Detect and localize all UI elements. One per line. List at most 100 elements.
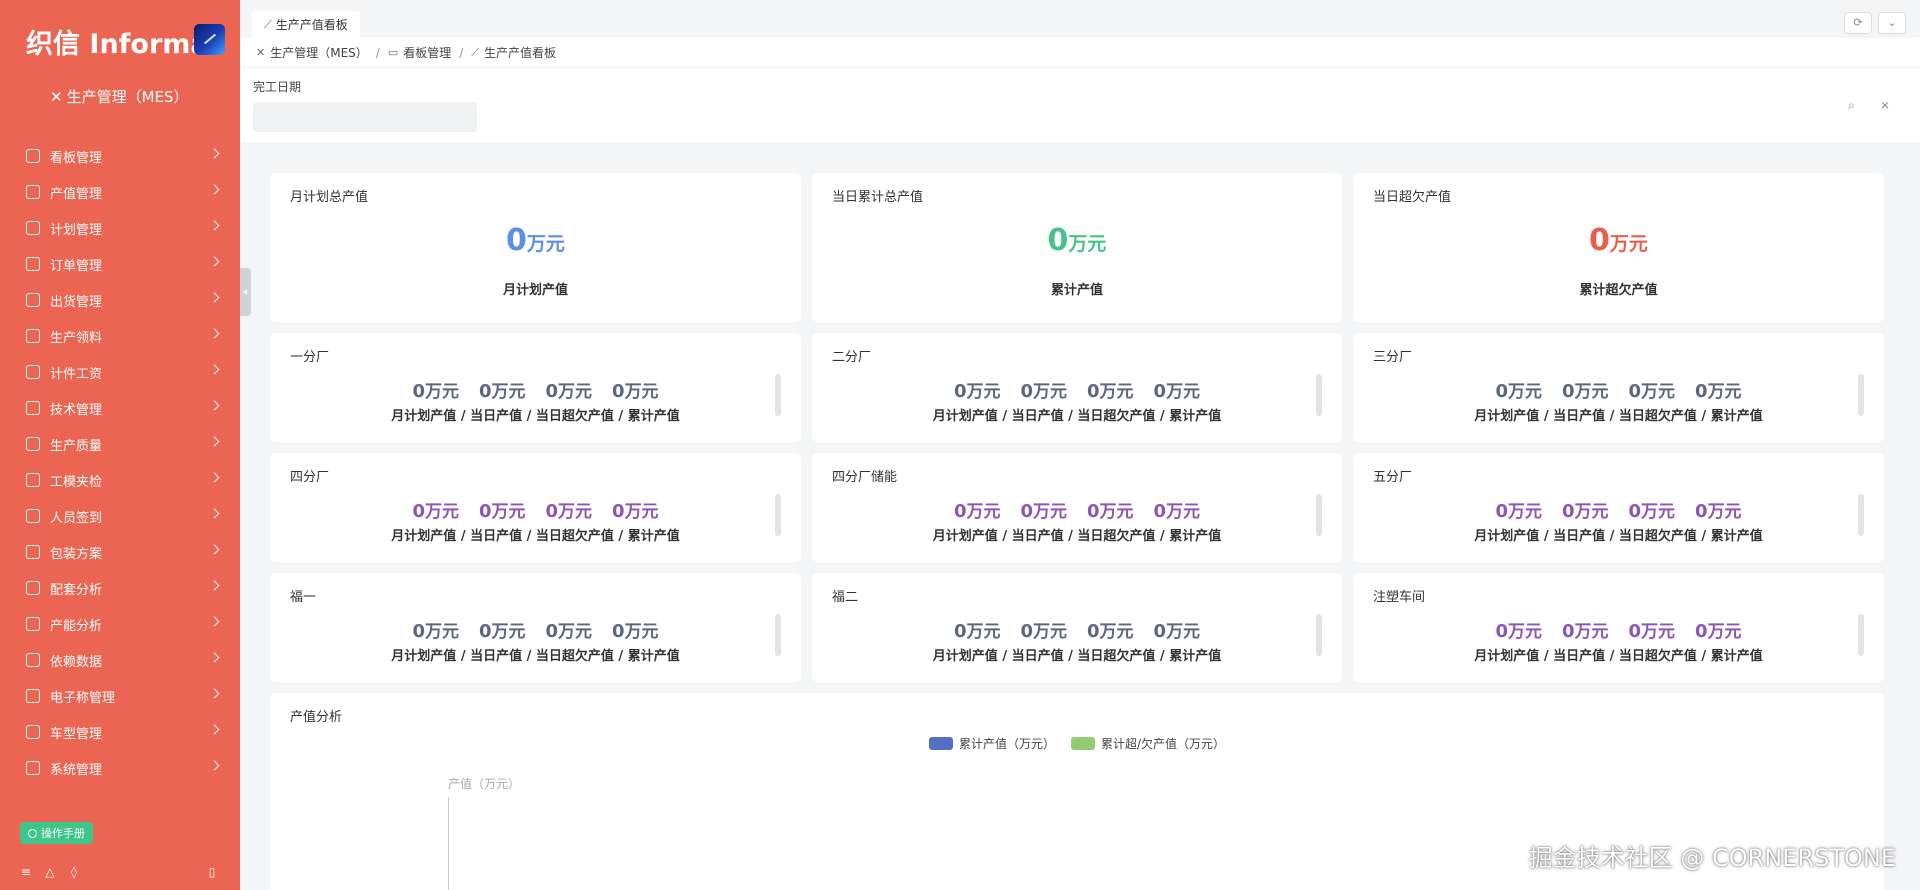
search-icon[interactable]: ⌕ bbox=[1848, 98, 1855, 112]
card-scrollbar[interactable] bbox=[775, 374, 781, 416]
sidebar-item[interactable]: 技术管理 bbox=[0, 390, 240, 426]
refresh-button[interactable]: ⟳ bbox=[1844, 12, 1872, 34]
sidebar-item[interactable]: 电子称管理 bbox=[0, 678, 240, 714]
legend-swatch bbox=[1070, 737, 1095, 750]
card-scrollbar[interactable] bbox=[1858, 494, 1864, 536]
sidebar-item[interactable]: 计件工资 bbox=[0, 354, 240, 390]
sidebar-item-label: 人员签到 bbox=[50, 510, 103, 526]
factory-value: 0万元 bbox=[1561, 501, 1609, 522]
summary-value: 0万元 bbox=[506, 223, 565, 258]
sidebar-item[interactable]: 系统管理 bbox=[0, 750, 240, 786]
sidebar-item-label: 电子称管理 bbox=[50, 690, 116, 706]
factory-value: 0万元 bbox=[953, 501, 1001, 522]
factory-value: 0万元 bbox=[953, 621, 1001, 642]
factory-value: 0万元 bbox=[545, 621, 593, 642]
factory-value: 0万元 bbox=[612, 501, 659, 522]
factory-value: 0万元 bbox=[1561, 381, 1609, 402]
factory-value: 0万元 bbox=[1495, 501, 1542, 522]
factory-value: 0万元 bbox=[1495, 381, 1542, 402]
menu-item-icon bbox=[26, 509, 40, 523]
sidebar: 织信 Informat ✕ 生产管理（MES） 看板管理 产值管理 计划管理 订单管理出… bbox=[0, 0, 240, 890]
sidebar-item[interactable]: 订单管理 bbox=[0, 246, 240, 282]
card-scrollbar[interactable] bbox=[775, 494, 781, 536]
sidebar-item[interactable]: 产值管理 bbox=[0, 174, 240, 210]
sidebar-item[interactable]: 生产领料 bbox=[0, 318, 240, 354]
help-icon bbox=[28, 828, 37, 838]
breadcrumb-item[interactable]: 生产管理（MES） bbox=[270, 46, 368, 60]
factory-value: 0万元 bbox=[1087, 501, 1134, 522]
chevron-right-icon bbox=[209, 436, 220, 447]
breadcrumb-item: 生产产值看板 bbox=[484, 46, 557, 60]
menu-item-icon bbox=[26, 545, 40, 559]
sidebar-item[interactable]: 配套分析 bbox=[0, 570, 240, 606]
card-scrollbar[interactable] bbox=[1858, 374, 1864, 416]
card-scrollbar[interactable] bbox=[1316, 494, 1322, 536]
factory-value: 0万元 bbox=[1153, 621, 1201, 642]
chevron-right-icon bbox=[209, 256, 220, 267]
sidebar-item[interactable]: 人员签到 bbox=[0, 498, 240, 534]
app-name[interactable]: ✕ 生产管理（MES） bbox=[50, 88, 189, 106]
sidebar-item[interactable]: 产能分析 bbox=[0, 606, 240, 642]
legend-item[interactable]: 累计产值（万元） bbox=[928, 735, 1055, 752]
menu-icon[interactable]: ≡ bbox=[20, 865, 32, 879]
sidebar-item[interactable]: 看板管理 bbox=[0, 138, 240, 174]
factory-sub-label: 月计划产值 / 当日产值 / 当日超欠产值 / 累计产值 bbox=[932, 529, 1222, 544]
menu-item-icon bbox=[26, 257, 40, 271]
tab-production-dashboard[interactable]: ⟋ 生产产值看板 bbox=[252, 11, 360, 38]
chart-icon: ⟋ bbox=[264, 17, 272, 31]
card-scrollbar[interactable] bbox=[775, 614, 781, 656]
chevron-right-icon bbox=[209, 472, 220, 483]
filter-clear-icon[interactable]: ⨯ bbox=[1880, 98, 1891, 112]
chevron-right-icon bbox=[209, 616, 220, 627]
factory-value: 0万元 bbox=[953, 381, 1001, 402]
menu-item-icon bbox=[26, 221, 40, 235]
chart-legend: 累计产值（万元） 累计超/欠产值（万元） bbox=[270, 735, 1884, 752]
factory-sub-label: 月计划产值 / 当日产值 / 当日超欠产值 / 累计产值 bbox=[1474, 409, 1763, 424]
sidebar-item[interactable]: 包装方案 bbox=[0, 534, 240, 570]
brand-logo-icon bbox=[194, 24, 225, 55]
factory-sub-label: 月计划产值 / 当日产值 / 当日超欠产值 / 累计产值 bbox=[391, 409, 680, 424]
factory-value: 0万元 bbox=[478, 501, 526, 522]
tools-icon: ✕ bbox=[256, 46, 266, 59]
sidebar-item[interactable]: 车型管理 bbox=[0, 714, 240, 750]
sidebar-item[interactable]: 生产质量 bbox=[0, 426, 240, 462]
bell-icon[interactable]: ◊ bbox=[71, 865, 77, 879]
sidebar-item-label: 工模夹检 bbox=[50, 474, 103, 490]
factory-card: 一分厂 0万元 0万元 0万元 0万元 月计划产值 / 当日产值 / 当日超欠产值 / 累… bbox=[270, 333, 801, 442]
sidebar-item-label: 看板管理 bbox=[50, 150, 103, 166]
card-title: 一分厂 bbox=[290, 350, 330, 365]
menu-item-icon bbox=[26, 473, 40, 487]
help-manual-button[interactable]: 操作手册 bbox=[20, 822, 93, 844]
card-title: 五分厂 bbox=[1373, 470, 1413, 485]
sidebar-item[interactable]: 出货管理 bbox=[0, 282, 240, 318]
card-title: 月计划总产值 bbox=[290, 190, 369, 205]
completion-date-input[interactable] bbox=[253, 102, 477, 132]
menu-item-icon bbox=[26, 581, 40, 595]
sidebar-toggle-icon[interactable]: ▯ bbox=[208, 865, 216, 879]
sidebar-item[interactable]: 工模夹检 bbox=[0, 462, 240, 498]
factory-values: 0万元 0万元 0万元 0万元 bbox=[812, 497, 1342, 522]
chevron-right-icon bbox=[209, 148, 220, 159]
card-scrollbar[interactable] bbox=[1316, 374, 1322, 416]
factory-card: 四分厂 0万元 0万元 0万元 0万元 月计划产值 / 当日产值 / 当日超欠产值 / 累… bbox=[270, 453, 801, 562]
factory-card: 福一 0万元 0万元 0万元 0万元 月计划产值 / 当日产值 / 当日超欠产值 / 累计… bbox=[270, 573, 801, 682]
factory-value: 0万元 bbox=[1495, 621, 1542, 642]
factory-card: 四分厂储能 0万元 0万元 0万元 0万元 月计划产值 / 当日产值 / 当日超欠产值 /… bbox=[812, 453, 1342, 562]
chevron-right-icon bbox=[209, 400, 220, 411]
sidebar-item-label: 包装方案 bbox=[50, 546, 103, 562]
legend-item[interactable]: 累计超/欠产值（万元） bbox=[1070, 735, 1225, 752]
factory-value: 0万元 bbox=[1628, 621, 1676, 642]
tab-dropdown-button[interactable]: ⌄ bbox=[1878, 12, 1906, 34]
menu-item-icon bbox=[26, 365, 40, 379]
breadcrumb-item[interactable]: 看板管理 bbox=[403, 46, 452, 60]
factory-values: 0万元 0万元 0万元 0万元 bbox=[1353, 377, 1884, 402]
warning-icon[interactable]: △ bbox=[45, 865, 55, 879]
sidebar-item[interactable]: 计划管理 bbox=[0, 210, 240, 246]
sidebar-item[interactable]: 依赖数据 bbox=[0, 642, 240, 678]
factory-value: 0万元 bbox=[412, 381, 459, 402]
sidebar-collapse-handle[interactable] bbox=[240, 268, 251, 316]
card-scrollbar[interactable] bbox=[1858, 614, 1864, 656]
card-scrollbar[interactable] bbox=[1316, 614, 1322, 656]
factory-value: 0万元 bbox=[612, 381, 659, 402]
factory-values: 0万元 0万元 0万元 0万元 bbox=[1353, 617, 1884, 642]
